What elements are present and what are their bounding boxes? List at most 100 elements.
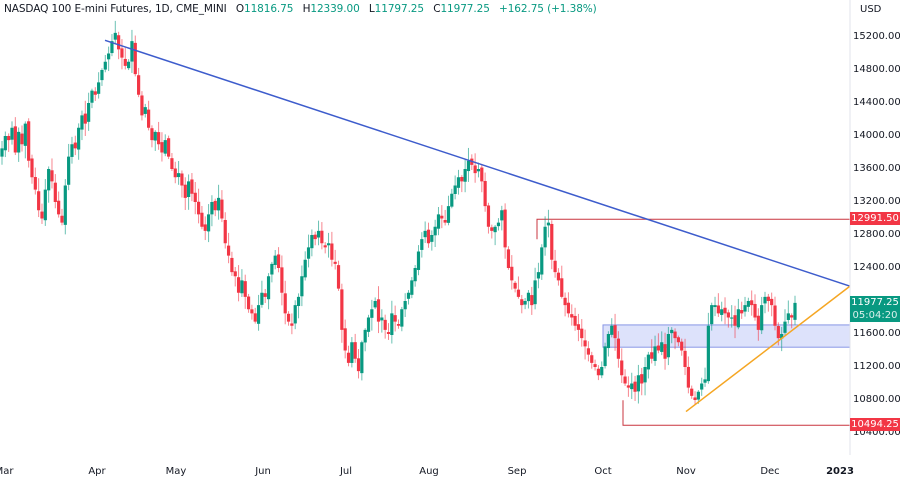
candle-up [127, 61, 131, 69]
candle-down [440, 215, 444, 219]
candle-up [643, 367, 647, 383]
candle-down [510, 266, 514, 281]
candle-down [250, 309, 254, 314]
candle-down [513, 282, 517, 289]
candle-up [636, 375, 640, 392]
candle-down [576, 324, 581, 330]
candle-up [463, 169, 467, 182]
candle-up [500, 210, 504, 221]
candle-down [613, 325, 617, 339]
candle-down [656, 345, 660, 351]
candle-down [773, 305, 777, 326]
candle-down [27, 121, 31, 161]
close-value: 11977.25 [440, 3, 490, 15]
candle-down [686, 366, 690, 388]
price-tick: 14400.00 [853, 97, 900, 108]
ascending-support-trendline [685, 285, 851, 413]
candle-down [333, 261, 337, 264]
high-value: 12339.00 [310, 3, 360, 15]
candle-down [290, 323, 294, 326]
resistance-level-line [536, 218, 850, 240]
time-tick: May [165, 466, 187, 477]
time-tick: Apr [88, 466, 106, 477]
candle-down [193, 192, 197, 202]
candle-down [560, 278, 564, 297]
candle-down [346, 352, 351, 363]
candle-down [376, 299, 381, 322]
candle-up [703, 379, 707, 383]
candle-down [330, 243, 334, 260]
price-tick: 15200.00 [853, 31, 900, 42]
candle-down [530, 295, 534, 306]
candle-up [77, 127, 81, 150]
candle-up [326, 243, 331, 246]
candle-down [563, 297, 567, 306]
candle-down [276, 254, 281, 268]
candle-down [386, 332, 391, 334]
candle-up [433, 226, 437, 236]
candle-down [150, 128, 154, 141]
candle-down [506, 249, 511, 268]
candle-up [17, 131, 21, 153]
candle-down [117, 35, 121, 50]
candle-up [666, 334, 670, 358]
candle-up [130, 41, 134, 62]
candle-up [110, 41, 114, 54]
candle-up [67, 156, 71, 185]
time-tick: Jul [339, 466, 353, 477]
change-value: +162.75 (+1.38%) [499, 3, 597, 15]
price-badge: 10494.25 [850, 418, 900, 432]
candle-up [746, 301, 750, 307]
candle-down [520, 299, 524, 306]
price-tick: 10400.00 [853, 427, 900, 438]
candle-up [760, 305, 764, 331]
candle-up [87, 103, 91, 122]
candle-up [450, 193, 454, 207]
candle-down [263, 293, 267, 297]
candle-down [140, 95, 144, 116]
candle-up [360, 342, 364, 374]
candle-down [133, 42, 137, 75]
candle-up [763, 296, 767, 304]
candle-up [3, 136, 7, 151]
candle-down [356, 358, 361, 372]
candle-down [213, 200, 217, 211]
open-label: O [235, 3, 244, 15]
candle-down [580, 328, 584, 339]
candle-down [353, 342, 357, 359]
candle-up [610, 325, 614, 335]
candle-down [166, 138, 171, 157]
candle-up [523, 301, 527, 305]
time-tick: Nov [676, 466, 696, 477]
candle-up [43, 189, 47, 221]
candle-up [696, 391, 700, 400]
candle-down [750, 300, 754, 306]
candle-down [220, 199, 224, 219]
candle-up [436, 214, 441, 229]
candle-down [30, 158, 34, 178]
candle-up [710, 305, 714, 325]
candle-up [496, 222, 501, 227]
candle-down [726, 312, 730, 318]
candle-up [720, 309, 724, 315]
price-tick: 11200.00 [853, 361, 900, 372]
candle-down [550, 223, 554, 260]
candle-up [113, 32, 117, 40]
candle-up [603, 346, 607, 367]
candle-down [590, 355, 594, 363]
candle-up [266, 276, 271, 300]
price-badge: 11977.25 05:04:20 [850, 295, 900, 322]
currency-label: USD [860, 4, 882, 15]
candle-down [320, 230, 324, 244]
candle-up [350, 342, 354, 363]
candle-up [403, 301, 407, 310]
candle-down [37, 191, 41, 211]
candle-up [416, 251, 421, 270]
candle-up [186, 181, 191, 197]
candle-up [533, 280, 537, 305]
candle-up [306, 247, 311, 259]
candle-up [10, 127, 14, 140]
candle-up [793, 302, 797, 320]
candle-down [640, 374, 644, 384]
